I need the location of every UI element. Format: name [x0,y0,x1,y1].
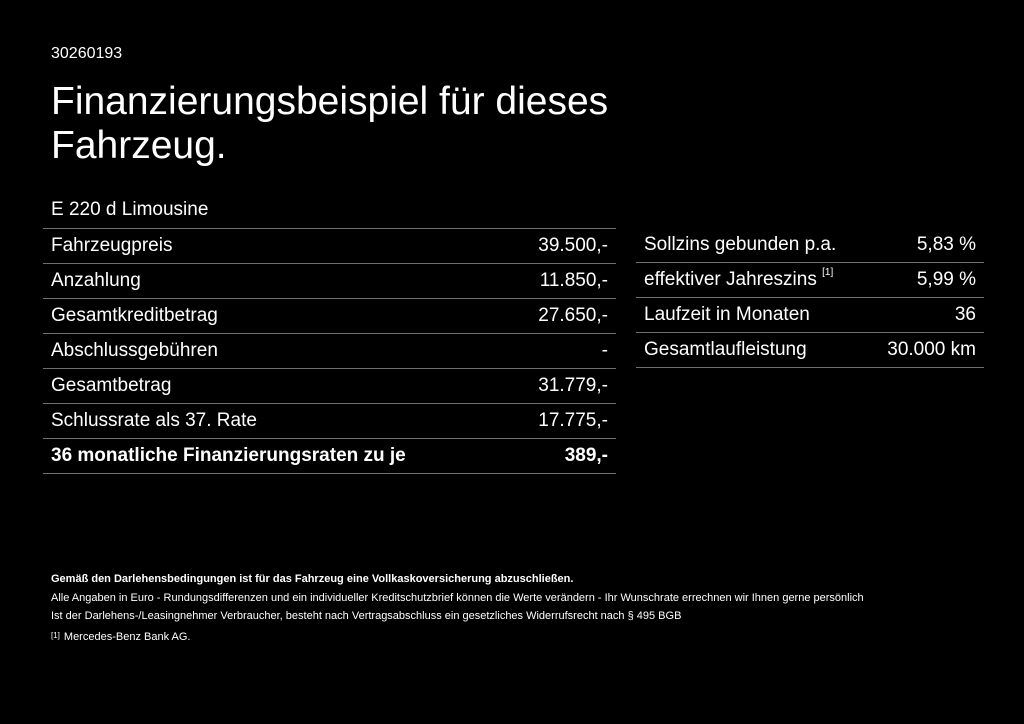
row-value: 11.850,- [508,263,616,299]
table-row: Gesamtkreditbetrag 27.650,- [43,298,616,334]
monthly-rate-row: 36 monatliche Finanzierungsraten zu je 38… [43,438,616,474]
row-label: 36 monatliche Finanzierungsraten zu je [43,438,509,474]
rates-table: Sollzins gebunden p.a. 5,83 % effektiver … [636,228,984,368]
row-label: Schlussrate als 37. Rate [43,403,509,439]
withdrawal-note: Ist der Darlehens-/Leasingnehmer Verbrau… [51,610,682,622]
footnote-ref: [1] [822,267,834,278]
table-row: Laufzeit in Monaten 36 [636,297,984,333]
row-value: 27.650,- [508,298,616,334]
footnote: [1] Mercedes-Benz Bank AG. [51,628,864,647]
vehicle-model: E 220 d Limousine [51,199,209,220]
table-row: Schlussrate als 37. Rate 17.775,- [43,403,616,439]
footnote-marker: [1] [51,630,60,640]
row-value: 5,83 % [867,228,984,263]
table-row: Gesamtlaufleistung 30.000 km [636,332,984,368]
row-value: 5,99 % [867,262,984,298]
row-value: 39.500,- [508,228,616,264]
row-value: - [508,333,616,369]
row-value: 36 [867,297,984,333]
row-label: Gesamtkreditbetrag [43,298,509,334]
table-row: Gesamtbetrag 31.779,- [43,368,616,404]
document-id: 30260193 [51,45,123,62]
disclaimer-line: Alle Angaben in Euro - Rundungsdifferenz… [51,591,864,604]
financing-table: Fahrzeugpreis 39.500,- Anzahlung 11.850,- … [43,228,616,474]
row-label: Gesamtlaufleistung [636,332,868,368]
legal-notes: Gemäß den Darlehensbedingungen ist für d… [51,570,864,646]
row-label: Laufzeit in Monaten [636,297,868,333]
row-label: Gesamtbetrag [43,368,509,404]
row-label: Abschlussgebühren [43,333,509,369]
row-value: 31.779,- [508,368,616,404]
table-row: Anzahlung 11.850,- [43,263,616,299]
table-row: effektiver Jahreszins [1] 5,99 % [636,262,984,298]
row-value: 30.000 km [867,332,984,368]
table-row: Sollzins gebunden p.a. 5,83 % [636,228,984,263]
row-value: 389,- [508,438,616,474]
footnote-text: Mercedes-Benz Bank AG. [63,630,191,643]
row-value: 17.775,- [508,403,616,439]
row-label: Fahrzeugpreis [43,228,509,264]
table-row: Fahrzeugpreis 39.500,- [43,228,616,264]
insurance-note: Gemäß den Darlehensbedingungen ist für d… [51,573,574,585]
row-label: Anzahlung [43,263,509,299]
row-label: Sollzins gebunden p.a. [636,228,868,263]
page-title: Finanzierungsbeispiel für dieses Fahrzeu… [51,80,609,167]
row-label: effektiver Jahreszins [1] [636,262,868,298]
table-row: Abschlussgebühren - [43,333,616,369]
